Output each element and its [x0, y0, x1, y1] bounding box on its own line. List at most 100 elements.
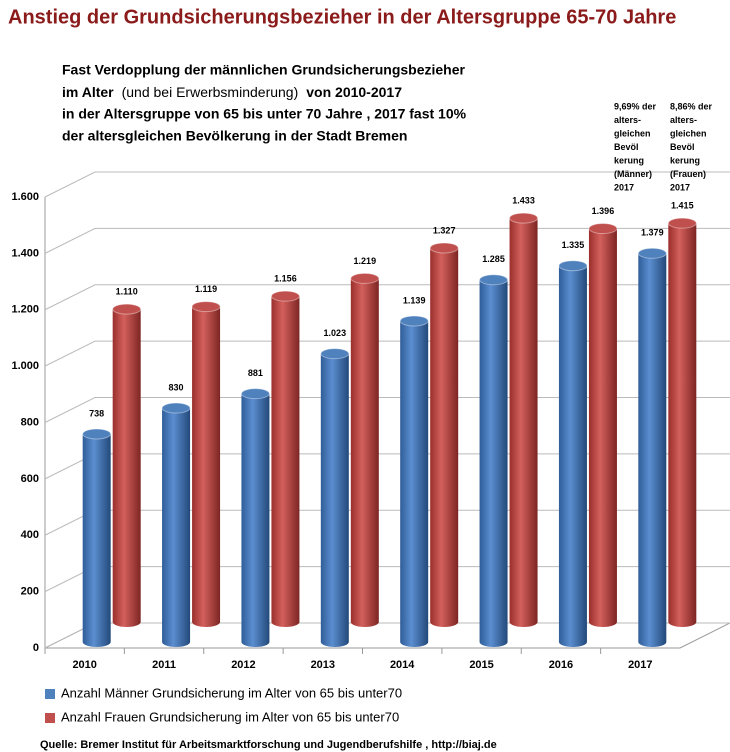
value-label: 830 — [169, 382, 184, 392]
bar-body — [668, 223, 697, 627]
bar — [637, 247, 667, 648]
bar-top — [82, 428, 112, 440]
bar-top — [240, 388, 270, 400]
bar-body — [638, 253, 667, 648]
value-label: 881 — [248, 368, 263, 378]
bar-top — [429, 242, 459, 254]
legend-label: Anzahl Frauen Grundsicherung im Alter vo… — [61, 709, 399, 724]
y-tick-label: 0 — [33, 642, 39, 654]
bar-top — [270, 290, 300, 302]
annotation: alters- — [670, 115, 697, 125]
x-tick-label: 2010 — [72, 659, 96, 671]
y-tick-label: 1.600 — [11, 191, 39, 203]
subtitle: der altersgleichen Bevölkerung in der St… — [62, 128, 407, 144]
y-tick-label: 800 — [21, 416, 39, 428]
bar-body — [320, 353, 349, 648]
bar-top — [558, 260, 588, 272]
bar-top — [479, 274, 509, 286]
floor — [44, 622, 730, 649]
x-tick-label: 2014 — [390, 659, 415, 671]
x-tick-label: 2011 — [152, 659, 176, 671]
subtitle: Fast Verdopplung der männlichen Grundsic… — [62, 62, 466, 78]
x-tick-label: 2015 — [469, 659, 493, 671]
subtitle-part: (und bei Erwerbsminderung) — [122, 84, 299, 100]
value-label: 1.285 — [482, 254, 505, 264]
annotation: gleichen — [614, 128, 651, 138]
value-label: 1.379 — [641, 228, 664, 238]
y-tick-label: 1.000 — [11, 360, 39, 372]
bar — [191, 301, 221, 627]
y-tick-label: 400 — [21, 529, 39, 541]
grid-line — [44, 227, 730, 254]
bar-body — [162, 408, 191, 648]
value-label: 1.139 — [403, 295, 426, 305]
subtitle-part: von 2010-2017 — [306, 84, 402, 100]
bar — [429, 242, 459, 627]
x-tick-label: 2017 — [628, 659, 652, 671]
bar-body — [192, 306, 221, 627]
bar-top — [509, 212, 539, 224]
y-tick-label: 1.200 — [11, 304, 39, 316]
bar-body — [479, 279, 508, 648]
bar-top — [637, 247, 667, 259]
bar — [112, 303, 142, 627]
bar-body — [430, 247, 459, 627]
y-tick-label: 200 — [21, 586, 39, 598]
y-tick-label: 1.400 — [11, 247, 39, 259]
bar — [399, 315, 429, 648]
bar — [509, 212, 539, 627]
y-tick-label: 600 — [21, 473, 39, 485]
grid-line — [44, 284, 730, 311]
grid-line — [44, 622, 730, 649]
annotation: 9,69% der — [614, 101, 657, 111]
bar — [350, 272, 380, 627]
bar-body — [400, 320, 429, 648]
bar-top — [191, 301, 221, 313]
bar-top — [667, 217, 697, 229]
bar — [270, 290, 300, 627]
subtitle-part: im Alter — [62, 84, 114, 100]
bar-top — [320, 348, 350, 360]
bar-body — [588, 228, 617, 627]
bar-body — [350, 278, 379, 627]
bar-body — [112, 309, 141, 627]
bar-top — [399, 315, 429, 327]
annotation: (Männer) — [614, 169, 652, 179]
bar-body — [82, 433, 111, 648]
bar — [240, 388, 270, 648]
grid-line — [44, 397, 730, 423]
x-tick-label: 2016 — [549, 659, 573, 671]
annotation: 2017 — [614, 182, 634, 192]
bar-body — [509, 218, 538, 627]
annotation: gleichen — [670, 128, 707, 138]
grid-line — [44, 509, 730, 536]
value-label: 1.396 — [592, 206, 615, 216]
legend-label: Anzahl Männer Grundsicherung im Alter vo… — [61, 685, 402, 700]
value-label: 1.110 — [116, 286, 138, 296]
bar — [667, 217, 697, 627]
annotation: alters- — [614, 115, 641, 125]
value-label: 1.433 — [512, 195, 535, 205]
bar-top — [350, 272, 380, 284]
subtitle: im Alter (und bei Erwerbsminderung) von 20… — [62, 84, 402, 100]
bar-body — [558, 265, 587, 648]
value-label: 1.335 — [562, 240, 585, 250]
annotation: 2017 — [670, 182, 690, 192]
value-label: 1.119 — [195, 284, 217, 294]
value-label: 1.415 — [671, 201, 694, 211]
bar — [588, 223, 618, 627]
value-label: 1.023 — [324, 328, 347, 338]
bar-top — [588, 223, 618, 235]
bar — [161, 402, 191, 648]
annotation: Bevöl — [670, 142, 695, 152]
bar-body — [241, 393, 270, 648]
bar-top — [161, 402, 191, 414]
grid-line — [44, 171, 730, 198]
x-tick-label: 2012 — [231, 659, 255, 671]
value-label: 1.327 — [433, 225, 456, 235]
grid-line — [44, 340, 730, 367]
bar — [558, 260, 588, 648]
annotation: 8,86% der — [670, 101, 713, 111]
bar — [82, 428, 112, 648]
